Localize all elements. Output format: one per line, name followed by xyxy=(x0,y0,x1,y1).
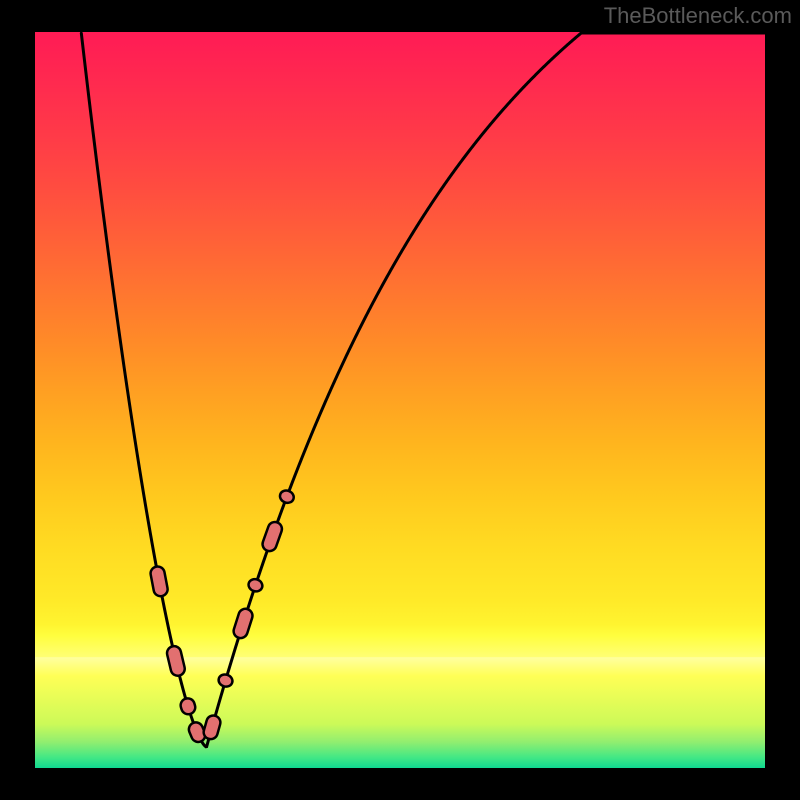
attribution-text: TheBottleneck.com xyxy=(604,3,792,29)
chart-root: TheBottleneck.com xyxy=(0,0,800,800)
gradient-background xyxy=(35,32,765,768)
bottleneck-chart-svg xyxy=(0,0,800,800)
